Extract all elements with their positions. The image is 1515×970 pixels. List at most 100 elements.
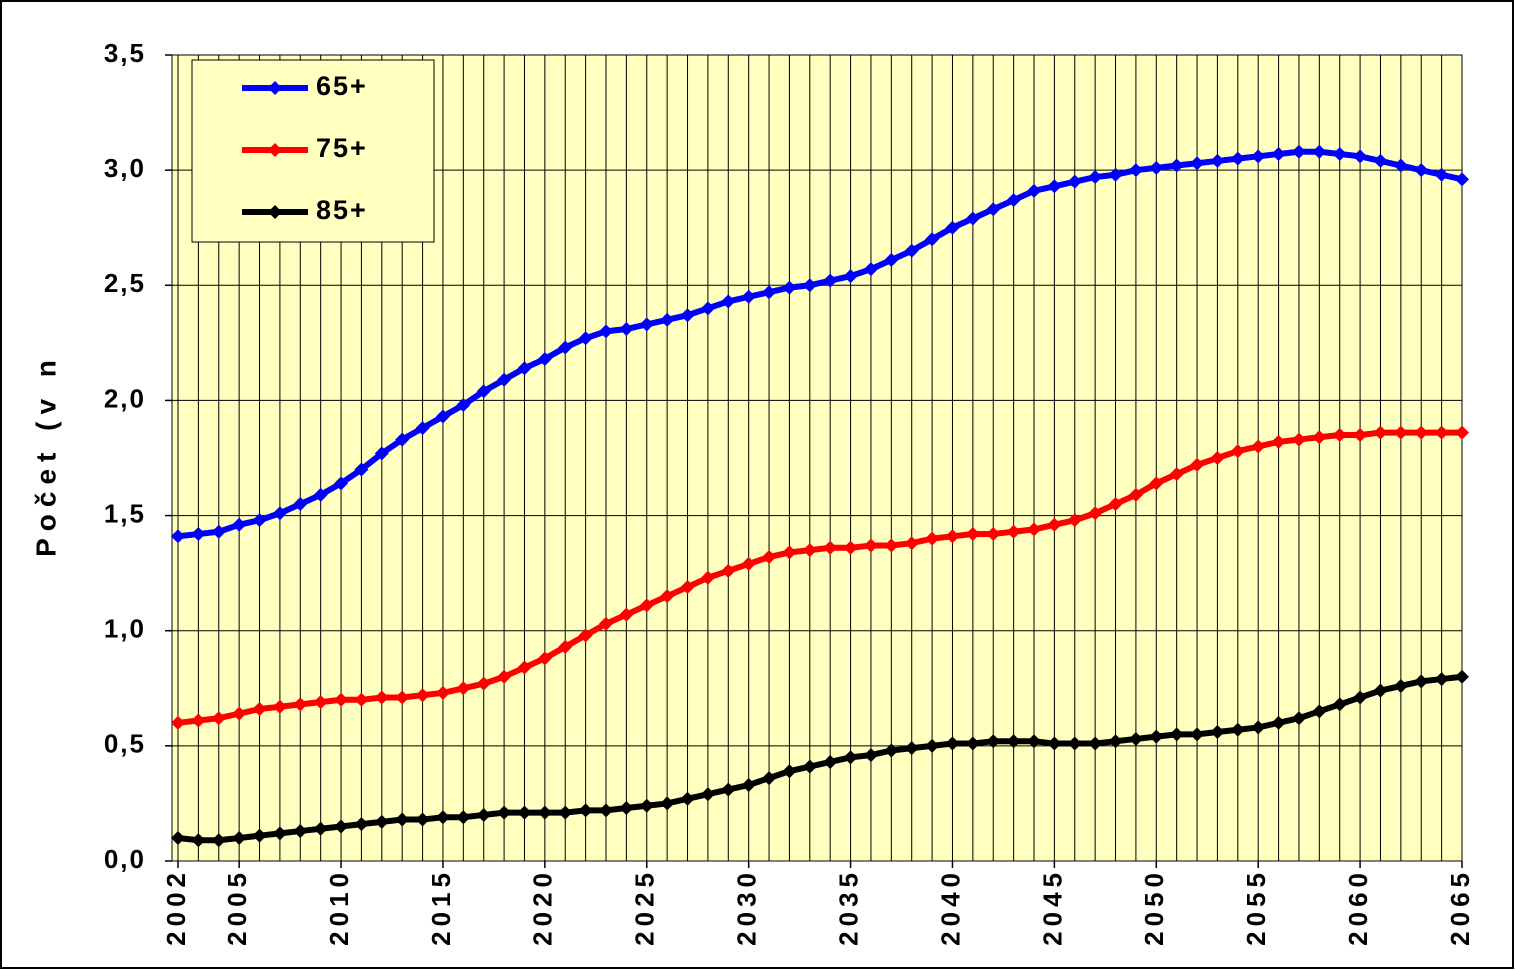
data-point: [1047, 517, 1062, 532]
data-point: [374, 814, 389, 829]
data-point: [700, 570, 715, 585]
y-tick-label: 3,5: [104, 38, 146, 68]
data-point: [1353, 427, 1368, 442]
data-point: [191, 526, 206, 541]
data-point: [1190, 457, 1205, 472]
data-point: [476, 807, 491, 822]
data-point: [986, 202, 1001, 217]
data-point: [1414, 674, 1429, 689]
data-point: [1108, 497, 1123, 512]
data-point: [211, 711, 226, 726]
data-point: [1108, 734, 1123, 749]
data-point: [680, 791, 695, 806]
data-point: [925, 738, 940, 753]
data-point: [1373, 683, 1388, 698]
data-point: [211, 833, 226, 848]
data-point: [1271, 147, 1286, 162]
data-point: [191, 833, 206, 848]
data-point: [1067, 513, 1082, 528]
data-point: [1027, 734, 1041, 749]
data-point: [884, 743, 899, 758]
data-point: [639, 598, 654, 613]
data-point: [680, 579, 695, 594]
data-point: [334, 819, 349, 834]
data-point: [741, 556, 756, 571]
data-point: [1006, 524, 1021, 539]
data-point: [945, 220, 960, 235]
data-point: [1291, 144, 1306, 159]
data-point: [762, 285, 777, 300]
data-point: [1393, 678, 1408, 693]
data-point: [252, 702, 267, 717]
data-point: [660, 796, 675, 811]
data-point: [1169, 727, 1184, 742]
data-point: [1373, 425, 1388, 440]
data-point: [272, 506, 287, 521]
data-point: [1230, 722, 1245, 737]
data-point: [517, 805, 532, 820]
data-point: [1353, 149, 1368, 164]
data-point: [843, 269, 858, 284]
data-point: [741, 778, 756, 793]
data-point: [884, 538, 899, 553]
y-tick-label: 2,0: [104, 383, 146, 413]
data-point: [1149, 476, 1164, 491]
data-point: [476, 676, 491, 691]
data-point: [313, 487, 328, 502]
data-point: [1332, 147, 1347, 162]
data-point: [619, 322, 634, 337]
data-point: [1210, 451, 1225, 465]
data-point: [1047, 736, 1062, 751]
data-point: [680, 308, 695, 323]
data-point: [863, 538, 878, 553]
data-point: [1190, 156, 1205, 171]
data-point: [395, 690, 410, 705]
legend-marker: [268, 205, 282, 219]
data-point: [823, 540, 838, 555]
data-point: [802, 278, 817, 293]
data-point: [517, 361, 532, 376]
x-tick-label: 2060: [1343, 868, 1373, 946]
data-point: [1108, 167, 1123, 182]
x-tick-label: 2065: [1445, 868, 1475, 946]
data-point: [599, 324, 613, 339]
data-point: [374, 690, 389, 705]
data-point: [802, 759, 817, 774]
data-point: [700, 787, 715, 802]
data-point: [1027, 522, 1041, 537]
data-point: [456, 398, 471, 413]
data-point: [1169, 158, 1184, 173]
data-point: [945, 736, 960, 751]
data-point: [863, 748, 878, 763]
data-point: [476, 384, 491, 399]
x-tick-label: 2045: [1037, 868, 1067, 946]
data-point: [354, 692, 369, 707]
data-point: [334, 476, 349, 491]
data-point: [1455, 172, 1469, 187]
data-point: [843, 540, 858, 555]
y-tick-label: 1,0: [104, 614, 146, 644]
data-point: [1434, 167, 1449, 182]
x-tick-label: 2005: [222, 868, 252, 946]
data-point: [884, 252, 899, 267]
data-point: [965, 526, 980, 541]
x-tick-label: 2050: [1139, 868, 1169, 946]
data-point: [823, 754, 838, 769]
data-point: [823, 273, 838, 288]
data-point: [619, 801, 634, 816]
series-line: [177, 429, 1462, 726]
data-point: [558, 639, 573, 654]
data-point: [415, 421, 430, 436]
series-line: [177, 148, 1463, 540]
data-point: [1210, 725, 1225, 740]
data-point: [537, 805, 552, 820]
data-point: [1067, 736, 1082, 751]
data-point: [639, 317, 654, 332]
data-point: [1434, 672, 1449, 687]
data-point: [863, 262, 878, 277]
x-tick-label: 2035: [833, 868, 863, 946]
data-point: [1149, 729, 1164, 744]
y-tick-label: 2,5: [104, 268, 146, 298]
y-tick-label: 1,5: [104, 498, 146, 528]
data-point: [558, 340, 573, 355]
